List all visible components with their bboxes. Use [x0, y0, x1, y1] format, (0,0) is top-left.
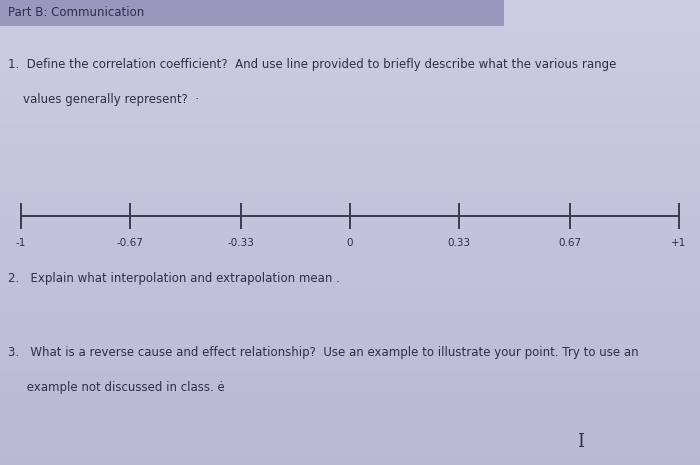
Bar — [0, 248, 700, 256]
Bar — [0, 434, 700, 442]
Bar — [0, 78, 700, 85]
Bar — [0, 364, 700, 372]
Bar — [0, 116, 700, 124]
Bar — [0, 232, 700, 240]
Bar — [0, 264, 700, 271]
Bar — [0, 333, 700, 341]
Bar — [0, 450, 700, 457]
Bar — [0, 209, 700, 217]
Bar — [0, 163, 700, 171]
Bar — [0, 140, 700, 147]
Bar — [0, 418, 700, 426]
Bar — [0, 93, 700, 101]
Bar — [0, 372, 700, 380]
Bar — [0, 217, 700, 225]
Bar — [0, 31, 700, 39]
Bar — [0, 395, 700, 403]
Bar — [0, 225, 700, 232]
Text: -0.67: -0.67 — [116, 238, 143, 248]
Bar — [0, 171, 700, 178]
Bar — [0, 403, 700, 411]
Bar — [0, 341, 700, 349]
Bar — [0, 132, 700, 140]
Bar — [0, 147, 700, 155]
Bar — [0, 318, 700, 326]
Bar — [0, 287, 700, 294]
Bar — [0, 326, 700, 333]
Bar — [0, 387, 700, 395]
Bar — [0, 349, 700, 357]
Text: 0.67: 0.67 — [559, 238, 582, 248]
Text: -1: -1 — [16, 238, 26, 248]
Text: I: I — [578, 433, 584, 451]
Bar — [0, 70, 700, 78]
Bar — [0, 186, 700, 194]
Text: Part B: Communication: Part B: Communication — [8, 7, 145, 19]
Bar — [0, 256, 700, 264]
FancyBboxPatch shape — [0, 0, 504, 26]
Bar — [0, 46, 700, 54]
Bar — [0, 380, 700, 387]
Bar — [0, 194, 700, 201]
Bar — [0, 155, 700, 163]
Text: example not discussed in class. ė: example not discussed in class. ė — [8, 381, 225, 394]
Text: 0: 0 — [346, 238, 354, 248]
Bar — [0, 279, 700, 287]
Text: 0.33: 0.33 — [447, 238, 470, 248]
Bar — [0, 411, 700, 419]
Text: 1.  Define the correlation coefficient?  And use line provided to briefly descri: 1. Define the correlation coefficient? A… — [8, 58, 617, 71]
Bar — [0, 178, 700, 186]
Text: 3.   What is a reverse cause and effect relationship?  Use an example to illustr: 3. What is a reverse cause and effect re… — [8, 346, 639, 359]
Bar — [0, 240, 700, 248]
Bar — [0, 442, 700, 450]
Bar — [0, 0, 700, 8]
Bar — [0, 85, 700, 93]
Bar — [0, 15, 700, 23]
Text: +1: +1 — [671, 238, 687, 248]
Text: 2.   Explain what interpolation and extrapolation mean .: 2. Explain what interpolation and extrap… — [8, 272, 340, 285]
Bar — [0, 39, 700, 46]
Text: values generally represent?  ·: values generally represent? · — [8, 93, 199, 106]
Bar — [0, 426, 700, 434]
Bar — [0, 201, 700, 209]
Bar — [0, 62, 700, 70]
Bar — [0, 23, 700, 31]
Bar — [0, 457, 700, 465]
Bar — [0, 101, 700, 108]
Bar — [0, 108, 700, 116]
Bar — [0, 271, 700, 279]
Bar — [0, 8, 700, 15]
Bar — [0, 124, 700, 132]
Bar — [0, 294, 700, 302]
Bar — [0, 310, 700, 318]
Bar — [0, 357, 700, 364]
Bar — [0, 54, 700, 62]
Text: -0.33: -0.33 — [228, 238, 255, 248]
Bar — [0, 302, 700, 310]
